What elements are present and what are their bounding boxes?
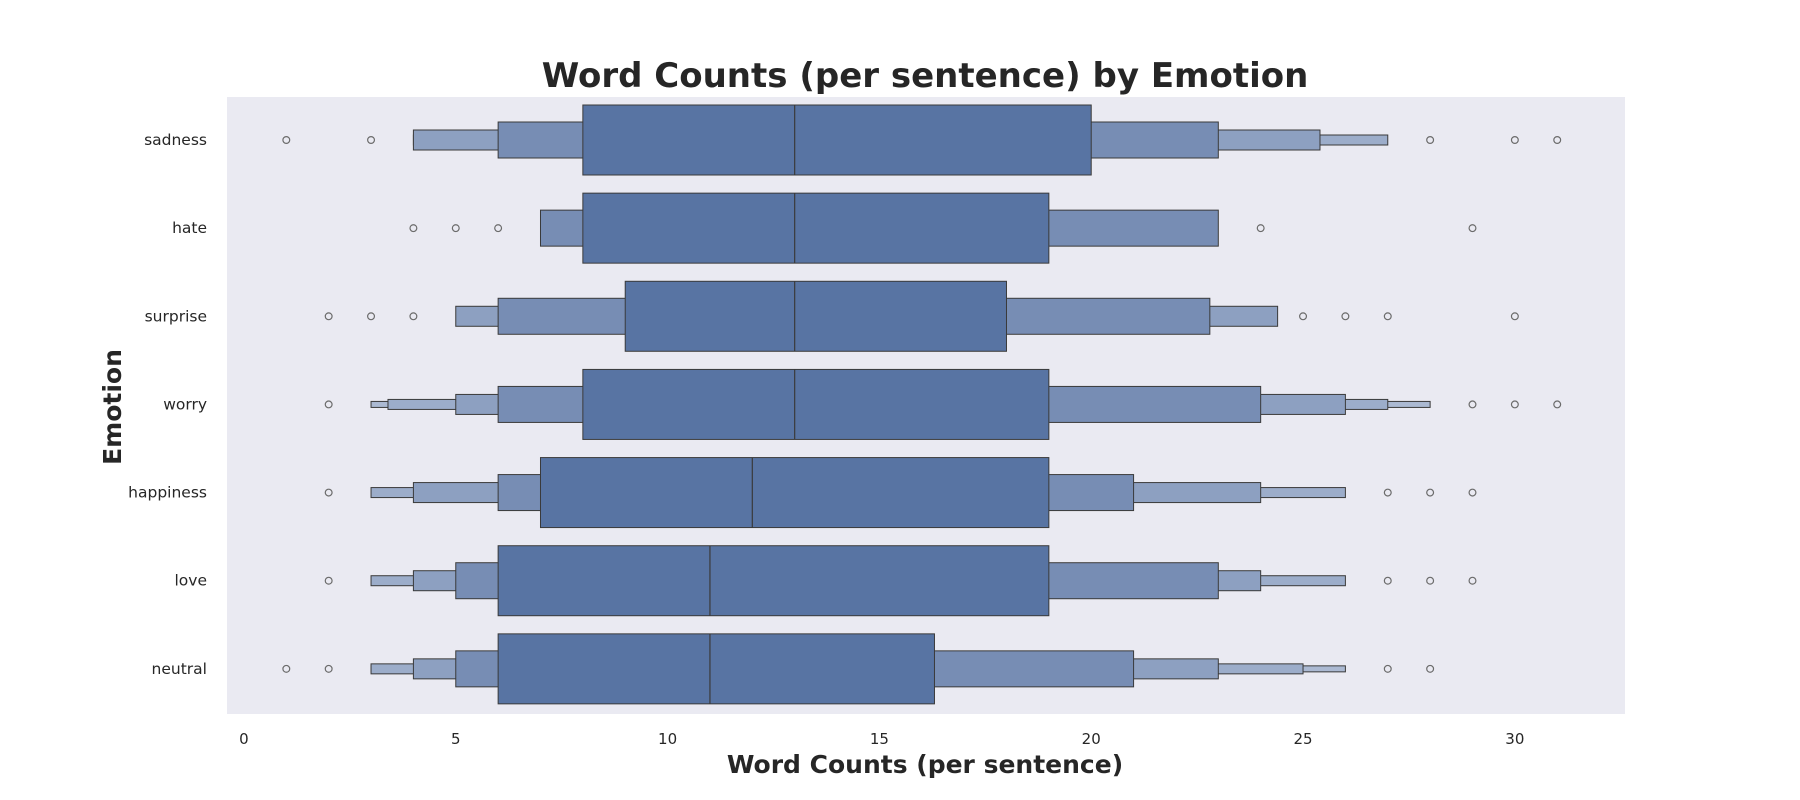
box-level-1 xyxy=(624,280,1007,352)
x-tick-label: 20 xyxy=(1082,730,1101,748)
outlier-point xyxy=(324,312,333,321)
x-tick-label: 10 xyxy=(658,730,677,748)
outlier-point xyxy=(409,312,418,321)
boxes-layer xyxy=(370,104,1431,705)
boxen-love xyxy=(370,545,1346,617)
boxen-happiness xyxy=(370,457,1346,529)
y-tick-label: surprise xyxy=(145,307,207,325)
outlier-point xyxy=(1510,400,1519,409)
outlier-point xyxy=(324,488,333,497)
outlier-point xyxy=(1426,576,1435,585)
outlier-point xyxy=(1426,664,1435,673)
x-tick-labels: 0 5 10 15 20 25 30 xyxy=(239,730,1524,748)
y-tick-label: happiness xyxy=(128,484,207,502)
x-tick-label: 5 xyxy=(451,730,461,748)
y-tick-label: sadness xyxy=(144,131,207,149)
outlier-point xyxy=(1510,312,1519,321)
y-tick-labels: sadness hate surprise worry happiness love neu… xyxy=(128,131,207,678)
outlier-point xyxy=(1256,224,1265,233)
outlier-point xyxy=(282,136,291,145)
outlier-point xyxy=(1426,136,1435,145)
y-tick-label: love xyxy=(175,572,208,590)
boxen-hate xyxy=(539,192,1219,264)
outlier-point xyxy=(1468,224,1477,233)
outlier-point xyxy=(324,576,333,585)
box-level-1 xyxy=(582,192,1050,264)
outlier-point xyxy=(1468,576,1477,585)
boxen-sadness xyxy=(412,104,1389,176)
box-level-1 xyxy=(539,457,1050,529)
outlier-point xyxy=(1383,488,1392,497)
outlier-point xyxy=(367,136,376,145)
outlier-point xyxy=(1553,400,1562,409)
outlier-point xyxy=(1299,312,1308,321)
y-axis-label: Emotion xyxy=(98,349,127,465)
outlier-point xyxy=(494,224,503,233)
outlier-point xyxy=(1383,664,1392,673)
x-axis-label: Word Counts (per sentence) xyxy=(727,750,1123,779)
outlier-point xyxy=(1383,576,1392,585)
outlier-point xyxy=(451,224,460,233)
box-level-1 xyxy=(582,368,1050,440)
outlier-point xyxy=(1468,400,1477,409)
outlier-point xyxy=(324,400,333,409)
outlier-point xyxy=(1341,312,1350,321)
outlier-point xyxy=(1426,488,1435,497)
outlier-point xyxy=(324,664,333,673)
outlier-point xyxy=(1383,312,1392,321)
outlier-point xyxy=(282,664,291,673)
x-tick-label: 30 xyxy=(1505,730,1524,748)
box-level-1 xyxy=(497,545,1050,617)
y-tick-label: neutral xyxy=(152,660,207,678)
y-tick-label: hate xyxy=(172,219,207,237)
outlier-point xyxy=(409,224,418,233)
x-tick-label: 0 xyxy=(239,730,249,748)
boxen-surprise xyxy=(455,280,1279,352)
x-tick-label: 15 xyxy=(870,730,889,748)
outlier-point xyxy=(367,312,376,321)
box-level-1 xyxy=(497,633,935,705)
boxen-neutral xyxy=(370,633,1346,705)
outlier-point xyxy=(1468,488,1477,497)
outlier-point xyxy=(1553,136,1562,145)
outlier-point xyxy=(1510,136,1519,145)
chart-title: Word Counts (per sentence) by Emotion xyxy=(542,56,1309,96)
outliers-layer xyxy=(282,136,1562,673)
x-tick-label: 25 xyxy=(1293,730,1312,748)
boxen-worry xyxy=(370,368,1431,440)
y-tick-label: worry xyxy=(163,395,207,413)
box-level-1 xyxy=(582,104,1092,176)
